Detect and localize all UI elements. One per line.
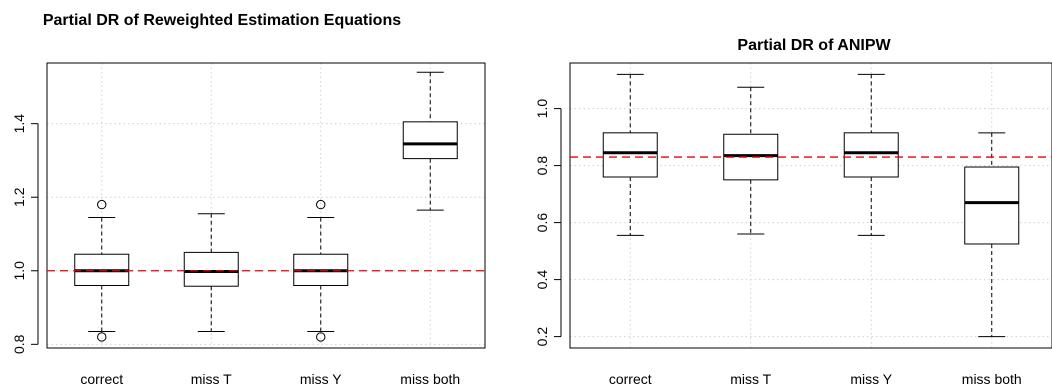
y-tick-label: 0.6 bbox=[534, 213, 550, 233]
iqr-box bbox=[402, 121, 458, 160]
box-3 bbox=[293, 199, 349, 342]
box-4 bbox=[964, 132, 1020, 338]
y-tick-label: 1.0 bbox=[534, 99, 550, 119]
chart-title: Partial DR of ANIPW bbox=[737, 37, 891, 54]
y-tick-label: 0.8 bbox=[534, 156, 550, 176]
x-category-label: miss both bbox=[400, 371, 460, 387]
plot-frame bbox=[569, 62, 1052, 349]
box-2 bbox=[723, 86, 779, 235]
y-tick-label: 0.4 bbox=[534, 270, 550, 290]
plot-frame bbox=[46, 62, 486, 349]
x-category-label: correct bbox=[609, 371, 652, 387]
x-category-label: miss T bbox=[730, 371, 771, 387]
panel-1: Partial DR of Reweighted Estimation Equa… bbox=[11, 12, 486, 387]
iqr-box bbox=[602, 132, 658, 178]
panel-2: Partial DR of ANIPW 0.2 0.4 0.6 0.8 1.0 correc… bbox=[534, 37, 1052, 387]
x-category-label: miss T bbox=[191, 371, 232, 387]
y-tick-label: 0.8 bbox=[11, 334, 27, 354]
outlier-point bbox=[97, 199, 107, 210]
y-tick-label: 1.2 bbox=[11, 187, 27, 207]
box-4 bbox=[402, 71, 458, 211]
box-1 bbox=[74, 199, 130, 342]
y-tick-label: 1.0 bbox=[11, 261, 27, 281]
outlier-point bbox=[316, 332, 326, 342]
box-1 bbox=[602, 73, 658, 236]
x-category-label: miss both bbox=[962, 371, 1022, 387]
y-tick-label: 1.4 bbox=[11, 114, 27, 134]
x-category-label: miss Y bbox=[300, 371, 342, 387]
iqr-box bbox=[964, 166, 1020, 245]
x-category-label: correct bbox=[80, 371, 123, 387]
x-category-label: miss Y bbox=[850, 371, 892, 387]
outlier-point bbox=[316, 199, 326, 210]
iqr-box bbox=[843, 132, 899, 178]
outlier-point bbox=[97, 332, 107, 342]
iqr-box bbox=[183, 251, 239, 287]
box-2 bbox=[183, 213, 239, 332]
chart-title: Partial DR of Reweighted Estimation Equa… bbox=[43, 12, 401, 29]
y-tick-label: 0.2 bbox=[534, 327, 550, 347]
box-3 bbox=[843, 73, 899, 236]
